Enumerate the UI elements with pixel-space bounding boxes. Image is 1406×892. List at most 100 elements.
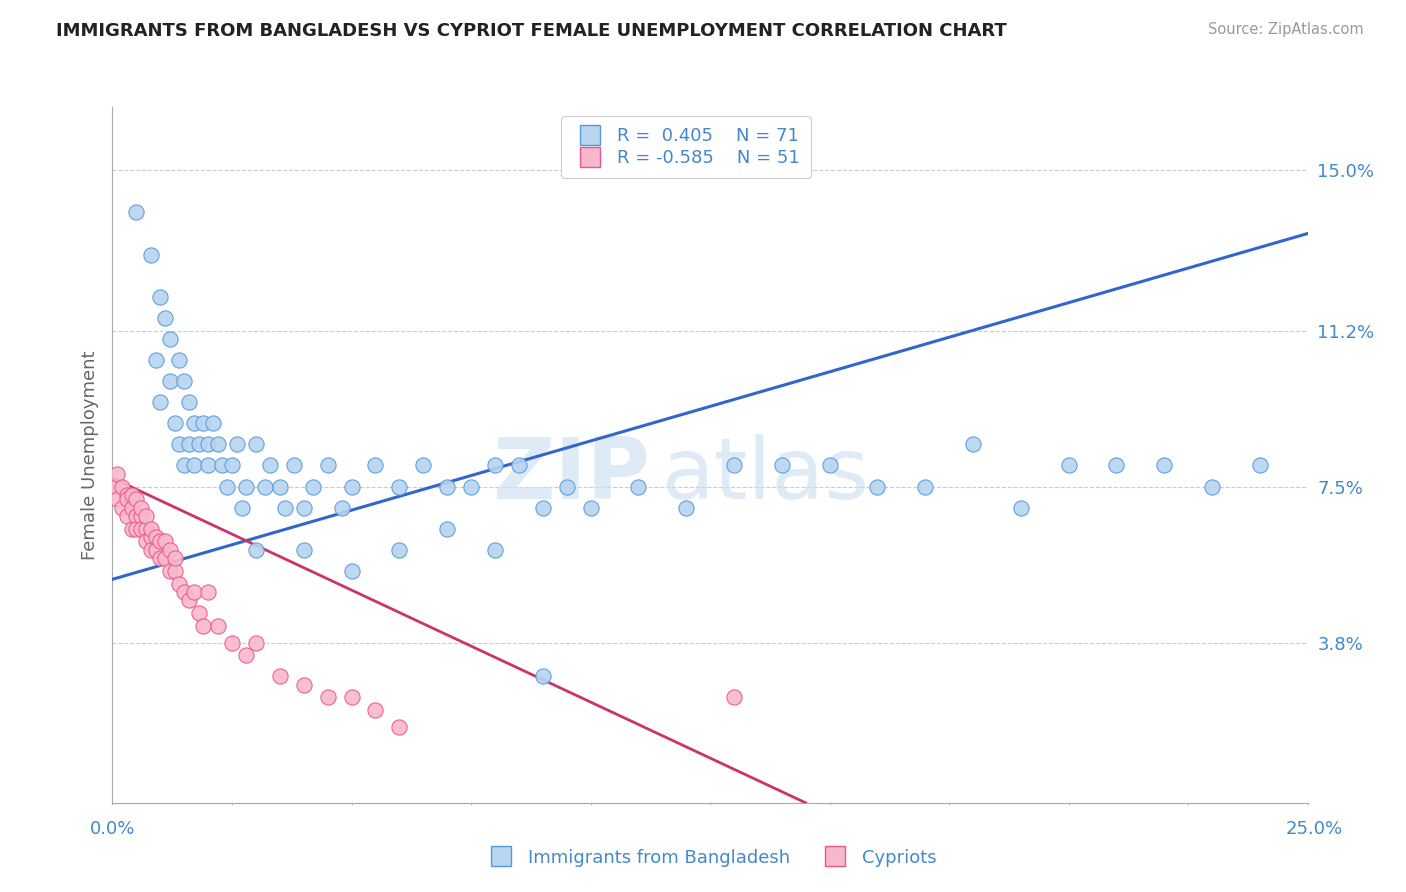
Point [818,458,841,473]
Point [207,437,229,451]
Point [508,458,530,473]
Point [269,669,291,683]
Point [531,669,554,683]
Point [555,479,578,493]
Point [135,534,157,549]
Point [484,458,506,473]
Point [145,353,167,368]
Point [139,542,162,557]
Point [1057,458,1080,473]
Point [388,479,411,493]
Point [169,437,191,451]
Point [149,551,172,566]
Point [149,290,172,304]
Point [269,479,291,493]
Point [914,479,936,493]
Point [149,534,172,549]
Point [302,479,325,493]
Point [1105,458,1128,473]
Text: IMMIGRANTS FROM BANGLADESH VS CYPRIOT FEMALE UNEMPLOYMENT CORRELATION CHART: IMMIGRANTS FROM BANGLADESH VS CYPRIOT FE… [56,22,1007,40]
Point [159,374,181,388]
Point [723,458,745,473]
Point [207,618,229,632]
Point [1153,458,1175,473]
Point [436,479,458,493]
Point [125,522,148,536]
Point [187,437,209,451]
Point [177,437,200,451]
Point [187,606,209,620]
Point [121,500,143,515]
Point [111,479,134,493]
Point [135,509,157,524]
Point [201,417,224,431]
Point [159,542,181,557]
Point [292,500,315,515]
Point [105,467,128,481]
Text: atlas: atlas [662,434,870,517]
Point [412,458,434,473]
Point [121,488,143,502]
Point [129,500,152,515]
Legend: Immigrants from Bangladesh, Cypriots: Immigrants from Bangladesh, Cypriots [475,841,945,874]
Point [105,492,128,507]
Point [115,509,138,524]
Point [675,500,697,515]
Point [173,374,195,388]
Point [364,458,387,473]
Point [723,690,745,705]
Point [225,437,247,451]
Point [149,395,172,409]
Point [125,492,148,507]
Point [436,522,458,536]
Point [245,437,267,451]
Point [254,479,277,493]
Point [388,720,411,734]
Point [193,417,215,431]
Point [139,247,162,261]
Point [316,458,339,473]
Point [159,564,181,578]
Point [183,585,205,599]
Point [115,488,138,502]
Point [292,678,315,692]
Point [183,417,205,431]
Point [273,500,295,515]
Point [139,530,162,544]
Point [235,648,257,663]
Point [153,310,176,325]
Point [125,205,148,219]
Point [221,635,243,649]
Point [866,479,889,493]
Point [217,479,239,493]
Point [1010,500,1032,515]
Point [173,585,195,599]
Point [245,542,267,557]
Point [231,500,253,515]
Point [169,576,191,591]
Point [1201,479,1223,493]
Point [153,551,176,566]
Point [159,332,181,346]
Point [193,618,215,632]
Point [292,542,315,557]
Point [340,564,363,578]
Point [197,458,219,473]
Point [135,522,157,536]
Text: 0.0%: 0.0% [90,820,135,838]
Point [484,542,506,557]
Point [962,437,984,451]
Point [121,522,143,536]
Point [101,479,124,493]
Point [221,458,243,473]
Point [177,593,200,607]
Point [177,395,200,409]
Point [259,458,281,473]
Point [283,458,305,473]
Point [197,437,219,451]
Text: ZIP: ZIP [492,434,650,517]
Point [1249,458,1271,473]
Point [245,635,267,649]
Point [330,500,353,515]
Point [364,703,387,717]
